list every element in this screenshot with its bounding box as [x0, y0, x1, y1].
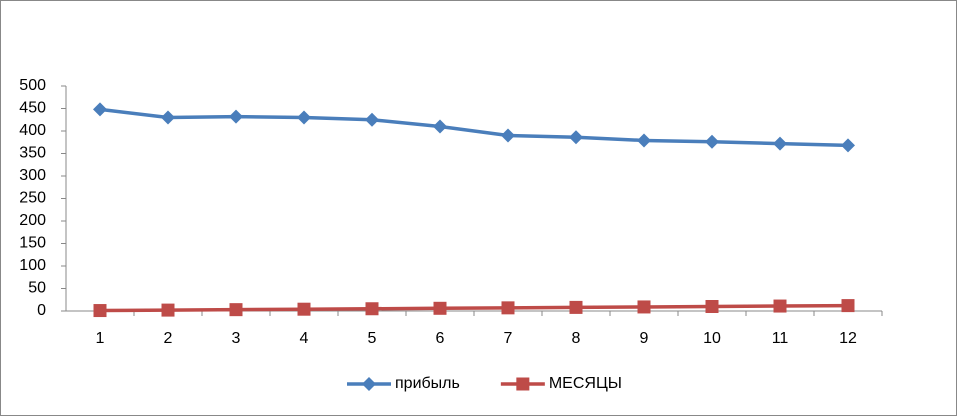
marker: [637, 300, 651, 314]
marker: [433, 119, 447, 134]
x-tick-label: 7: [504, 330, 513, 347]
marker: [362, 377, 376, 391]
y-tick-label: 0: [37, 302, 46, 319]
y-tick-label: 400: [19, 122, 46, 139]
marker: [297, 110, 311, 125]
legend-label: МЕСЯЦЫ: [549, 375, 622, 392]
y-tick-label: 100: [19, 257, 46, 274]
series-line: [99, 107, 849, 148]
marker: [569, 300, 583, 314]
marker: [433, 301, 447, 315]
x-tick-label: 6: [436, 330, 445, 347]
y-tick-label: 250: [19, 190, 46, 207]
x-tick-label: 2: [164, 330, 173, 347]
marker: [229, 109, 243, 124]
y-tick-label: 300: [19, 167, 46, 184]
y-tick-label: 200: [19, 212, 46, 229]
x-tick-label: 8: [572, 330, 581, 347]
marker: [229, 303, 243, 317]
marker: [161, 303, 175, 317]
y-tick-label: 500: [19, 77, 46, 94]
legend-label: прибыль: [395, 375, 460, 392]
marker: [501, 301, 515, 315]
marker: [841, 299, 855, 313]
marker: [93, 304, 107, 318]
marker: [297, 302, 311, 316]
marker: [637, 133, 651, 148]
x-tick-label: 9: [640, 330, 649, 347]
y-tick-label: 450: [19, 100, 46, 117]
y-tick-label: 150: [19, 235, 46, 252]
series-line: [99, 303, 849, 313]
marker: [841, 138, 855, 153]
marker: [773, 299, 787, 313]
marker: [365, 302, 379, 316]
marker: [516, 377, 530, 391]
x-tick-label: 11: [772, 330, 789, 347]
marker: [93, 102, 107, 117]
x-tick-label: 10: [703, 330, 721, 347]
marker: [161, 110, 175, 125]
y-tick-label: 350: [19, 145, 46, 162]
x-tick-label: 1: [96, 330, 105, 347]
x-tick-label: 12: [839, 330, 857, 347]
x-tick-label: 4: [300, 330, 309, 347]
marker: [569, 130, 583, 145]
y-tick-label: 50: [28, 280, 46, 297]
marker: [773, 136, 787, 151]
marker: [365, 112, 379, 127]
x-tick-label: 5: [368, 330, 377, 347]
marker: [705, 300, 719, 313]
marker: [501, 128, 515, 143]
x-tick-label: 3: [232, 330, 241, 347]
marker: [705, 134, 719, 149]
